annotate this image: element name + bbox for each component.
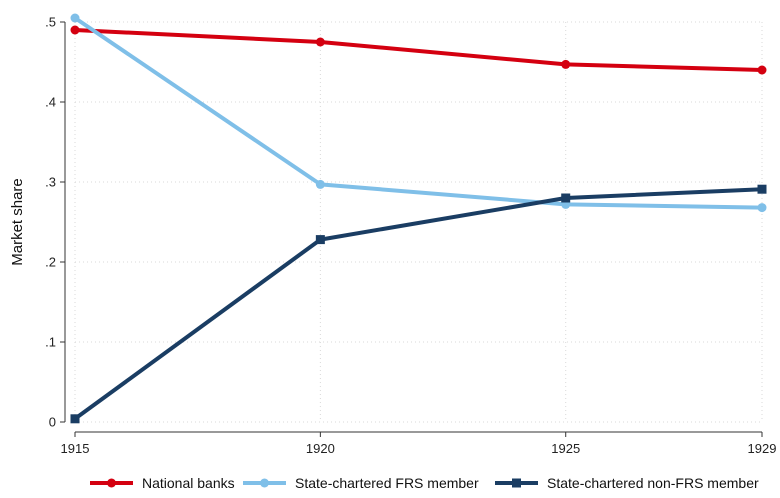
series-1 — [70, 25, 767, 75]
y-tick-label: .1 — [45, 335, 56, 350]
y-tick-label: .4 — [45, 95, 56, 110]
legend-label: National banks — [142, 475, 235, 491]
x-tick-label: 1925 — [551, 441, 580, 456]
legend-label: State-chartered FRS member — [295, 475, 479, 491]
legend-marker — [512, 478, 521, 488]
x-tick-label: 1920 — [306, 441, 335, 456]
data-point — [70, 25, 80, 35]
series-3 — [70, 184, 767, 424]
data-point — [757, 65, 767, 75]
series — [70, 13, 767, 424]
x-tick-label: 1929 — [748, 441, 777, 456]
legend-label: State-chartered non-FRS member — [547, 475, 759, 491]
x-tick-label: 1915 — [61, 441, 90, 456]
series-line — [73, 28, 764, 72]
legend: National banks State-chartered FRS member… — [90, 475, 759, 491]
legend-item: State-chartered FRS member — [243, 475, 479, 491]
series-line — [73, 16, 764, 210]
data-point — [315, 179, 325, 189]
legend-item: State-chartered non-FRS member — [495, 475, 759, 491]
legend-marker — [107, 478, 116, 488]
series-line — [73, 187, 764, 421]
grid — [74, 21, 763, 423]
y-tick-label: .5 — [45, 15, 56, 30]
data-point — [70, 414, 80, 424]
y-tick-label: .2 — [45, 255, 56, 270]
data-point — [757, 184, 767, 194]
data-point — [757, 203, 767, 213]
legend-item: National banks — [90, 475, 235, 491]
y-tick-label: 0 — [49, 415, 56, 430]
data-point — [561, 59, 571, 69]
series-2 — [70, 13, 767, 213]
data-point — [561, 193, 571, 203]
y-axis-title: Market share — [9, 178, 26, 266]
data-point — [315, 37, 325, 47]
legend-marker — [260, 478, 269, 488]
y-tick-label: .3 — [45, 175, 56, 190]
axes: 0 .1 .2 .3 .4 .5 1915 1920 1925 1929 Market share — [9, 15, 776, 457]
data-point — [315, 235, 325, 245]
data-point — [70, 13, 80, 23]
